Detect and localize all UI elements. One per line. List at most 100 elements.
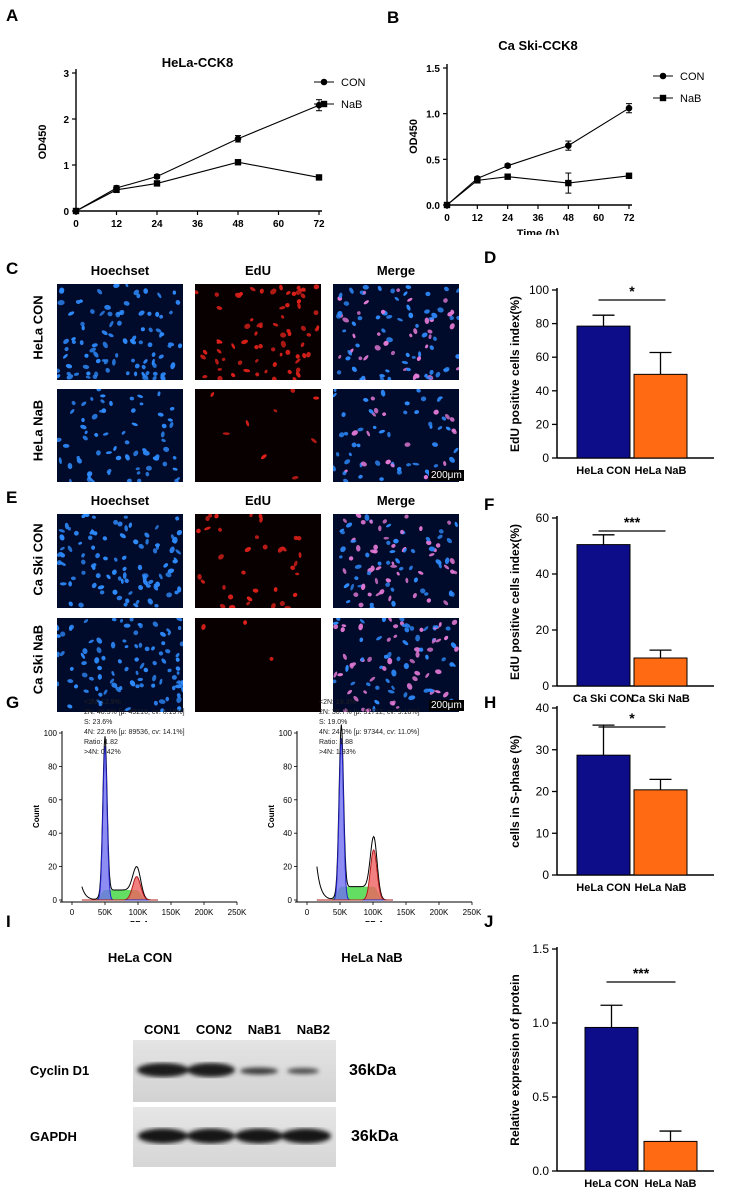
cell-nucleus xyxy=(83,689,89,693)
x-tick-label: 0 xyxy=(305,908,310,917)
cell-nucleus xyxy=(273,409,278,413)
cell-nucleus xyxy=(142,448,147,453)
cell-nucleus xyxy=(364,514,370,521)
cell-nucleus xyxy=(153,700,158,706)
cell-nucleus xyxy=(93,351,99,358)
cell-nucleus xyxy=(81,553,85,558)
x-tick-label: 72 xyxy=(313,219,325,230)
histogram-g2-peak xyxy=(316,849,393,900)
cell-nucleus xyxy=(426,598,432,603)
cell-nucleus xyxy=(86,476,92,482)
cell-nucleus xyxy=(113,445,117,451)
cell-nucleus xyxy=(333,621,339,625)
cell-nucleus xyxy=(450,309,455,315)
cell-nucleus xyxy=(172,290,177,295)
legend-marker xyxy=(659,72,667,80)
cell-nucleus xyxy=(444,286,449,292)
cell-nucleus xyxy=(133,450,139,457)
cell-nucleus xyxy=(412,462,420,466)
cell-nucleus xyxy=(300,293,306,299)
y-tick-label: 0.0 xyxy=(426,201,440,212)
cell-nucleus xyxy=(337,310,343,317)
cell-nucleus xyxy=(222,584,226,590)
category-label: HeLa NaB xyxy=(645,1178,697,1190)
cell-nucleus xyxy=(117,576,122,581)
cell-nucleus xyxy=(454,646,459,652)
x-tick-label: 36 xyxy=(532,213,544,224)
cell-nucleus xyxy=(146,465,152,471)
cell-nucleus xyxy=(446,538,452,544)
image-caski-con-edu xyxy=(195,514,321,608)
cell-nucleus xyxy=(313,310,319,316)
cell-nucleus xyxy=(456,315,459,320)
y-tick-label: 0 xyxy=(288,896,293,905)
category-label: Ca Ski NaB xyxy=(631,693,690,705)
cell-nucleus xyxy=(365,682,371,687)
cell-nucleus xyxy=(394,296,400,301)
cell-nucleus xyxy=(162,461,168,467)
cell-nucleus xyxy=(175,300,181,305)
cell-nucleus xyxy=(217,368,222,371)
image-caski-nab-hoechst xyxy=(57,618,183,712)
cell-nucleus xyxy=(60,546,65,551)
cell-nucleus xyxy=(300,342,305,348)
cell-nucleus xyxy=(386,560,391,565)
cell-nucleus xyxy=(336,370,342,375)
cell-nucleus xyxy=(135,684,140,689)
cell-nucleus xyxy=(237,360,243,365)
cell-nucleus xyxy=(369,602,374,607)
cell-nucleus xyxy=(358,356,363,361)
cell-nucleus xyxy=(170,362,176,370)
cell-nucleus xyxy=(230,373,236,378)
y-tick-label: 80 xyxy=(48,762,57,771)
cell-nucleus xyxy=(151,646,155,651)
image-background xyxy=(333,389,459,482)
x-tick-label: 50K xyxy=(333,908,348,917)
cell-nucleus xyxy=(389,700,396,706)
cell-nucleus xyxy=(139,402,144,406)
cell-nucleus xyxy=(362,290,367,295)
cell-nucleus xyxy=(385,523,392,528)
cell-nucleus xyxy=(455,366,459,371)
cell-nucleus xyxy=(374,577,379,585)
column-header-hoechst: Hoechset xyxy=(90,493,150,508)
cell-nucleus xyxy=(408,695,416,701)
cell-nucleus xyxy=(76,457,82,464)
cell-nucleus xyxy=(117,320,122,326)
cell-nucleus xyxy=(121,555,127,560)
cell-nucleus xyxy=(145,584,151,588)
x-tick-label: 50K xyxy=(98,908,113,917)
cell-nucleus xyxy=(431,637,437,644)
bar-chart-edu-hela: 0 20 40 60 80 100 HeLa CON HeLa NaB * EdU positiv… xyxy=(508,283,714,477)
cell-nucleus xyxy=(73,684,79,689)
cell-nucleus xyxy=(175,653,180,658)
y-tick-label: 0.5 xyxy=(532,1090,549,1104)
cell-nucleus xyxy=(147,342,153,348)
cell-nucleus xyxy=(176,671,180,675)
cell-nucleus xyxy=(372,425,377,430)
cell-nucleus xyxy=(231,343,236,349)
cell-nucleus xyxy=(157,391,161,397)
cell-nucleus xyxy=(208,514,213,518)
y-tick-label: 1.0 xyxy=(426,110,440,121)
cell-nucleus xyxy=(295,367,301,373)
cell-nucleus xyxy=(300,325,306,331)
cell-nucleus xyxy=(425,376,433,380)
cell-nucleus xyxy=(123,515,128,519)
flow-stat-line: 4N: 22.6% [μ: 89536, cv: 14.1%] xyxy=(84,729,185,736)
cell-nucleus xyxy=(70,409,75,414)
cell-nucleus xyxy=(114,557,118,562)
cell-nucleus xyxy=(57,368,61,373)
cell-nucleus xyxy=(388,595,392,602)
cell-nucleus xyxy=(73,372,80,376)
cell-nucleus xyxy=(425,673,430,678)
cell-nucleus xyxy=(161,423,167,429)
cell-nucleus xyxy=(428,334,432,340)
cell-nucleus xyxy=(172,455,177,460)
data-point-nab xyxy=(315,174,323,181)
image-background xyxy=(57,284,183,380)
cell-nucleus xyxy=(390,564,398,568)
y-tick-label: 1.5 xyxy=(426,64,440,75)
cell-nucleus xyxy=(81,417,85,423)
image-background xyxy=(195,618,321,712)
